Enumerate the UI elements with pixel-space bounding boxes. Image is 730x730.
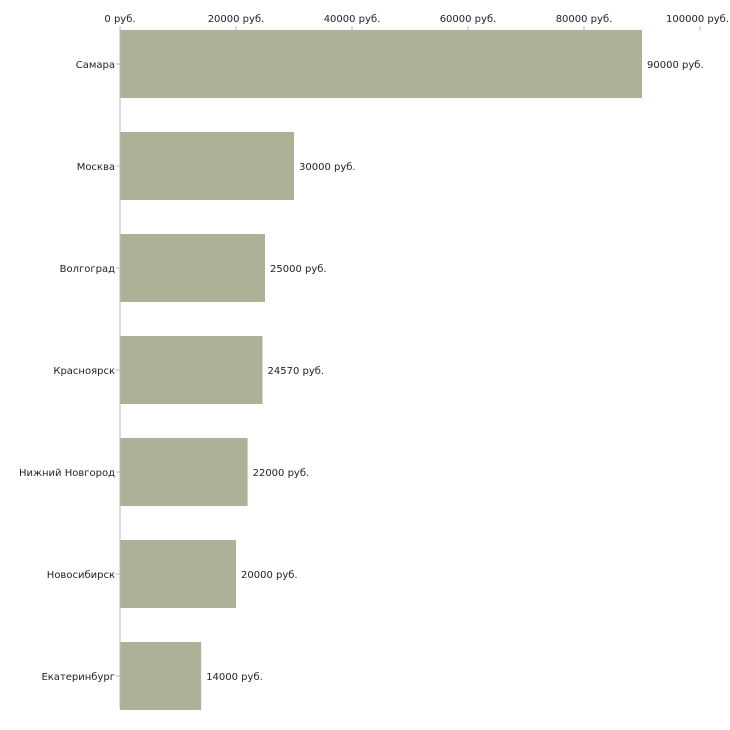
category-label: Самара	[76, 60, 115, 71]
category-label: Москва	[77, 162, 115, 173]
x-tick-label: 40000 руб.	[324, 14, 381, 25]
value-label: 20000 руб.	[241, 570, 298, 581]
axes-group	[116, 26, 701, 708]
value-label: 30000 руб.	[299, 162, 356, 173]
x-tick-label: 60000 руб.	[440, 14, 497, 25]
category-label: Екатеринбург	[41, 672, 115, 683]
bar-3	[120, 234, 265, 302]
bar-6	[120, 540, 236, 608]
x-tick-label: 20000 руб.	[208, 14, 265, 25]
value-label: 24570 руб.	[268, 366, 325, 377]
category-label: Новосибирск	[47, 570, 115, 581]
bar-2	[120, 132, 294, 200]
x-tick-label: 100000 руб.	[666, 14, 729, 25]
value-label: 22000 руб.	[253, 468, 310, 479]
bars-group	[120, 30, 642, 710]
labels-group: 0 руб. 20000 руб. 40000 руб. 60000 руб. 8000…	[19, 14, 729, 683]
bar-1	[120, 30, 642, 98]
category-label: Красноярск	[53, 366, 115, 377]
value-label: 14000 руб.	[206, 672, 263, 683]
value-label: 90000 руб.	[647, 60, 704, 71]
bar-7	[120, 642, 202, 710]
category-label: Волгоград	[60, 264, 115, 275]
x-tick-label: 80000 руб.	[556, 14, 613, 25]
x-tick-label: 0 руб.	[104, 14, 135, 25]
value-label: 25000 руб.	[270, 264, 327, 275]
bar-5	[120, 438, 248, 506]
category-label: Нижний Новгород	[19, 468, 115, 479]
bar-4	[120, 336, 263, 404]
